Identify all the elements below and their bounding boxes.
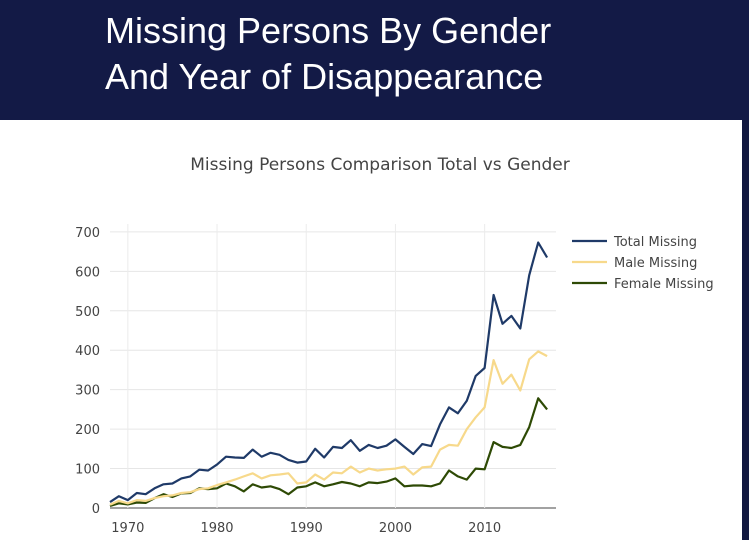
y-tick-label: 700: [75, 226, 100, 241]
y-axis: 0 100 200 300 400 500 600 700: [75, 226, 100, 517]
x-tick-label: 1990: [290, 521, 323, 536]
y-tick-label: 0: [92, 502, 100, 517]
legend-label-male-missing: Male Missing: [614, 256, 697, 271]
x-tick-label: 2010: [468, 521, 501, 536]
legend-label-female-missing: Female Missing: [614, 277, 714, 292]
legend-label-total-missing: Total Missing: [613, 235, 697, 250]
slide-title: Missing Persons By Gender And Year of Di…: [105, 8, 705, 100]
y-tick-label: 200: [75, 423, 100, 438]
x-tick-label: 1970: [111, 521, 144, 536]
y-tick-label: 400: [75, 344, 100, 359]
y-tick-label: 300: [75, 384, 100, 399]
y-tick-label: 100: [75, 463, 100, 478]
grid-lines: [110, 224, 556, 509]
legend: Total Missing Male Missing Female Missing: [572, 235, 714, 292]
slide-edge: [742, 120, 749, 540]
chart-title: Missing Persons Comparison Total vs Gend…: [190, 155, 569, 175]
series-line-male-missing: [109, 350, 548, 506]
line-chart: Missing Persons Comparison Total vs Gend…: [75, 155, 714, 536]
series-lines: [109, 241, 549, 508]
x-axis: 1970 1980 1990 2000 2010: [111, 521, 501, 536]
y-tick-label: 600: [75, 265, 100, 280]
x-tick-label: 1980: [200, 521, 233, 536]
y-tick-label: 500: [75, 305, 100, 320]
series-line-total-missing: [109, 241, 549, 504]
slide-header: [0, 0, 749, 120]
x-tick-label: 2000: [379, 521, 412, 536]
slide-title-line-2: And Year of Disappearance: [105, 56, 544, 97]
slide-title-line-1: Missing Persons By Gender: [105, 10, 552, 51]
